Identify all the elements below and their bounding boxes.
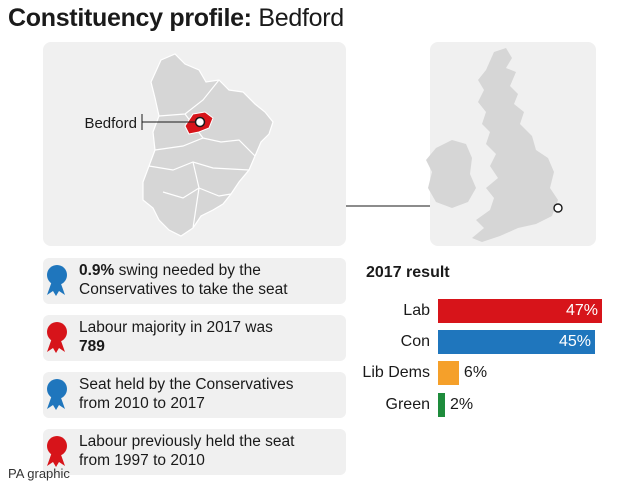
constituency-label: Bedford	[84, 115, 137, 132]
bar-category-label: Green	[385, 396, 430, 413]
title-prefix: Constituency profile:	[8, 4, 252, 32]
bar-value-label: 6%	[463, 364, 488, 381]
labour-rosette-icon	[47, 322, 67, 353]
credit-text: PA graphic	[8, 466, 70, 481]
facts-list: 0.9% swing needed by the Conservatives t…	[43, 258, 346, 486]
bar-green	[438, 393, 445, 417]
bar-value-label: 47%	[565, 302, 598, 319]
ireland-shape	[426, 140, 476, 208]
bar-row: Lab 47%	[340, 299, 640, 323]
uk-map-panel	[426, 42, 596, 246]
fact-con-held: Seat held by the Conservatives from 2010…	[43, 372, 346, 418]
fact-swing: 0.9% swing needed by the Conservatives t…	[43, 258, 346, 304]
title-place: Bedford	[258, 4, 344, 32]
chart-title: 2017 result	[366, 264, 450, 281]
constituency-marker	[194, 116, 206, 128]
bar-value-label: 45%	[558, 333, 592, 350]
fact-lab-held: Labour previously held the seat from 199…	[43, 429, 346, 475]
labour-rosette-icon	[47, 436, 67, 467]
bar-row: Lib Dems 6%	[340, 361, 640, 385]
uk-location-marker	[553, 203, 563, 213]
bar-lib-dems	[438, 361, 459, 385]
county-region	[142, 53, 274, 237]
conservative-rosette-icon	[47, 379, 67, 410]
fact-swing-value: 0.9%	[79, 262, 115, 279]
bar-category-label: Lib Dems	[362, 364, 430, 381]
conservative-rosette-icon	[47, 265, 67, 296]
bar-lab	[438, 299, 602, 323]
bar-con	[438, 330, 596, 354]
bar-value-label: 2%	[449, 396, 474, 413]
bar-category-label: Lab	[403, 302, 430, 319]
fact-majority: Labour majority in 2017 was 789	[43, 315, 346, 361]
fact-majority-value: 789	[79, 338, 105, 355]
county-map: Bedford	[84, 53, 274, 237]
local-map-panel: Bedford	[43, 42, 346, 246]
bar-row: Green 2%	[340, 393, 640, 417]
bar-category-label: Con	[400, 333, 430, 350]
great-britain-shape	[472, 48, 558, 242]
bar-row: Con 45%	[340, 330, 640, 354]
uk-map	[426, 48, 563, 242]
page-title: Constituency profile: Bedford	[8, 4, 344, 33]
